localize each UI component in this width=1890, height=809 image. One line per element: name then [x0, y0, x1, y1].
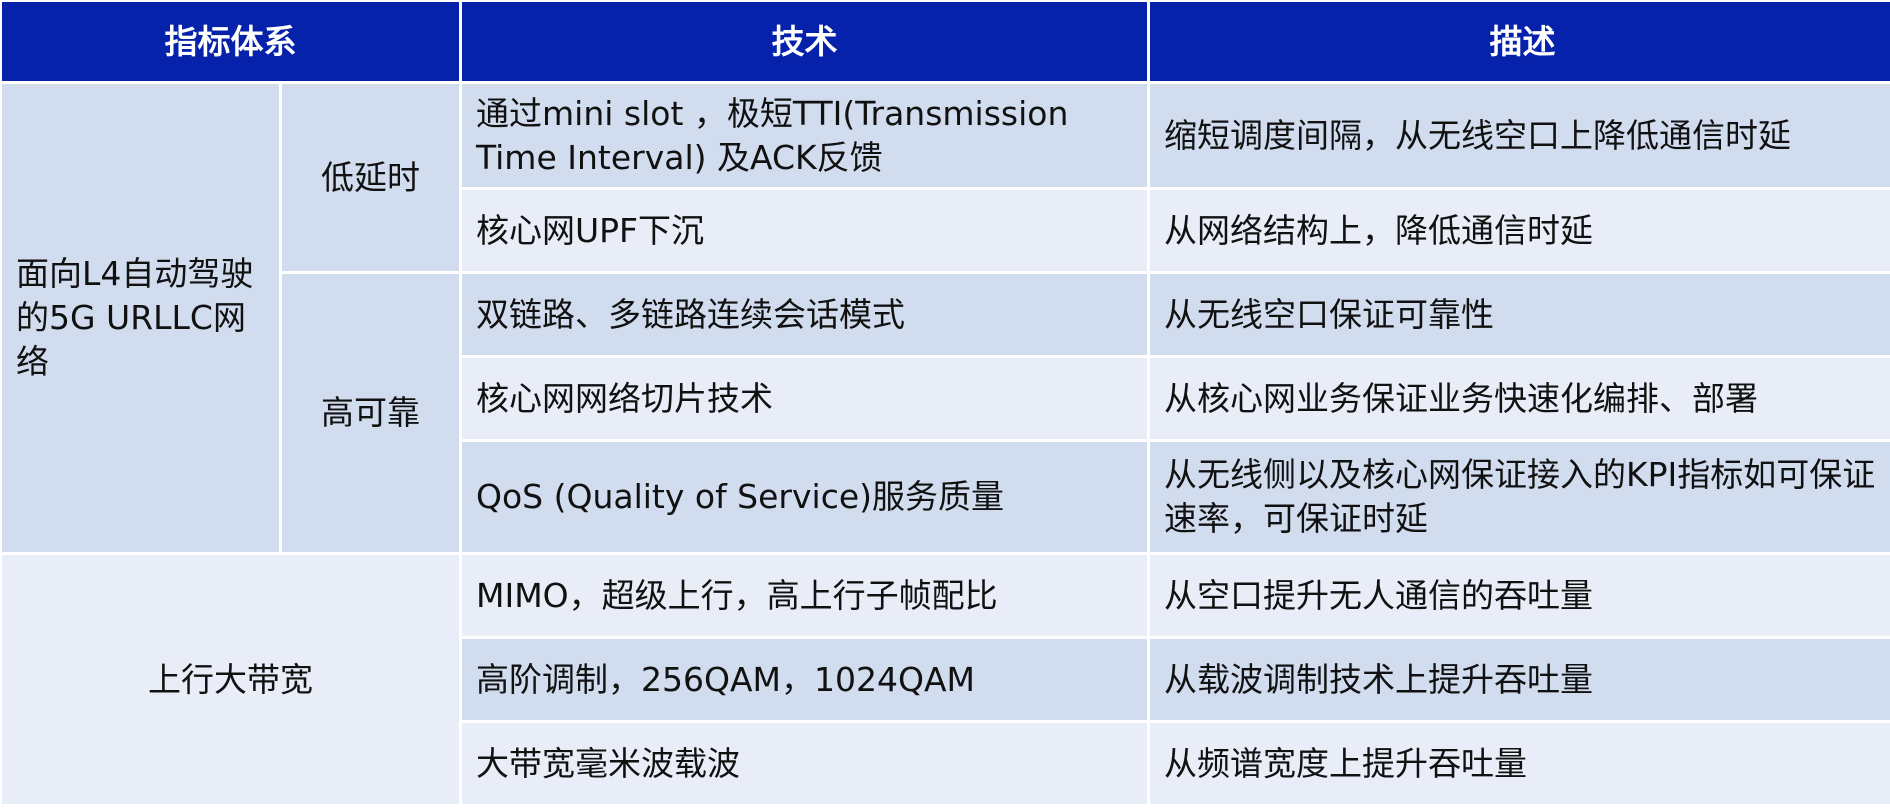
desc-cell: 从网络结构上，降低通信时延 [1150, 190, 1890, 271]
table-row: 核心网网络切片技术 从核心网业务保证业务快速化编排、部署 [2, 358, 1890, 439]
table-row: 核心网UPF下沉 从网络结构上，降低通信时延 [2, 190, 1890, 271]
desc-cell: 缩短调度间隔，从无线空口上降低通信时延 [1150, 84, 1890, 187]
header-row: 指标体系 技术 描述 [2, 2, 1890, 81]
header-description: 描述 [1150, 2, 1890, 81]
table-row: 大带宽毫米波载波 从频谱宽度上提升吞吐量 [2, 723, 1890, 804]
table-row: 面向L4自动驾驶的5G URLLC网络 低延时 通过mini slot ，极短T… [2, 84, 1890, 552]
tech-cell: 高阶调制，256QAM，1024QAM [462, 639, 1147, 720]
header-technology: 技术 [462, 2, 1147, 81]
table-row: 高可靠 双链路、多链路连续会话模式 从无线空口保证可靠性 [2, 274, 1890, 552]
desc-cell: 从频谱宽度上提升吞吐量 [1150, 723, 1890, 804]
tech-cell: 大带宽毫米波载波 [462, 723, 1147, 804]
table-row: 上行大带宽 MIMO，超级上行，高上行子帧配比 从空口提升无人通信的吞吐量 [2, 555, 1890, 804]
tech-cell: MIMO，超级上行，高上行子帧配比 [462, 555, 1147, 636]
tech-cell: 双链路、多链路连续会话模式 [462, 274, 1147, 355]
desc-cell: 从空口提升无人通信的吞吐量 [1150, 555, 1890, 636]
table-row: QoS (Quality of Service)服务质量 从无线侧以及核心网保证… [2, 442, 1890, 552]
tech-cell: 核心网网络切片技术 [462, 358, 1147, 439]
desc-cell: 从无线空口保证可靠性 [1150, 274, 1890, 355]
table-row: 高阶调制，256QAM，1024QAM 从载波调制技术上提升吞吐量 [2, 639, 1890, 720]
desc-cell: 从无线侧以及核心网保证接入的KPI指标如可保证速率，可保证时延 [1150, 442, 1890, 552]
group-uplink: 上行大带宽 [2, 555, 459, 804]
desc-cell: 从载波调制技术上提升吞吐量 [1150, 639, 1890, 720]
header-indicator-system: 指标体系 [2, 2, 459, 81]
desc-cell: 从核心网业务保证业务快速化编排、部署 [1150, 358, 1890, 439]
subgroup-low-latency: 低延时 [282, 84, 459, 271]
tech-cell: 通过mini slot ，极短TTI(Transmission Time Int… [462, 84, 1147, 187]
group-urllc: 面向L4自动驾驶的5G URLLC网络 [2, 84, 279, 552]
tech-cell: 核心网UPF下沉 [462, 190, 1147, 271]
tech-cell: QoS (Quality of Service)服务质量 [462, 442, 1147, 552]
subgroup-high-reliability: 高可靠 [282, 274, 459, 552]
